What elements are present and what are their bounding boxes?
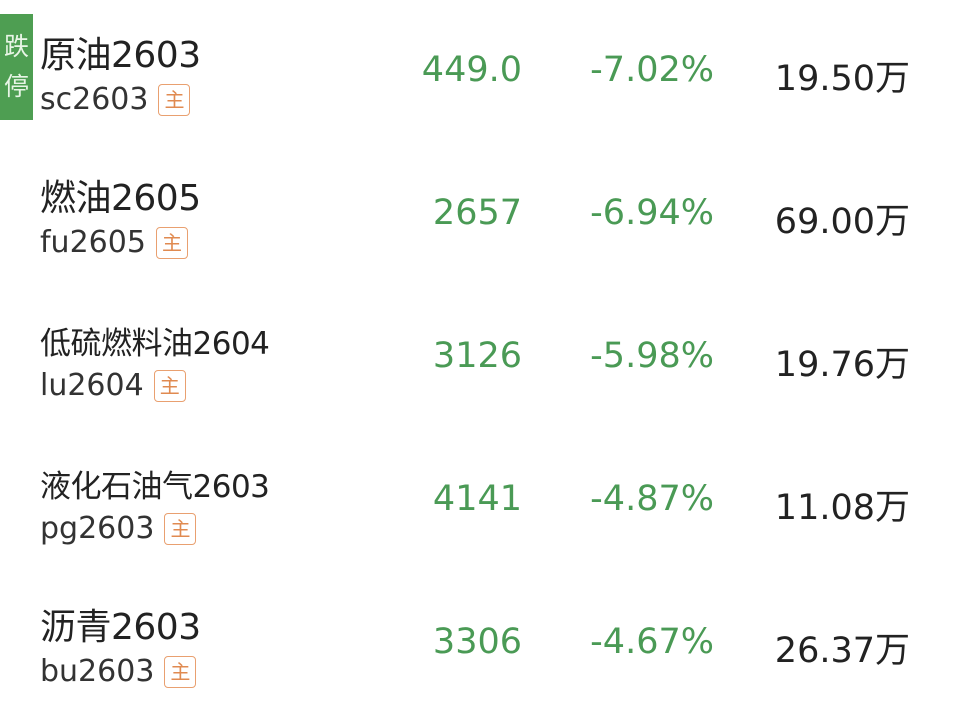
limit-down-badge: 跌停 bbox=[0, 14, 33, 120]
contract-code-group: fu2605 主 bbox=[40, 225, 188, 260]
contract-code: pg2603 bbox=[40, 511, 155, 546]
contract-code-group: lu2604 主 bbox=[40, 368, 186, 403]
change-percent: -5.98% bbox=[590, 336, 714, 376]
contract-code: sc2603 bbox=[40, 82, 149, 117]
last-price: 449.0 bbox=[421, 50, 522, 90]
futures-row[interactable]: 液化石油气2603 pg2603 主 4141 -4.87% 11.08万 bbox=[0, 429, 960, 572]
contract-name: 沥青2603 bbox=[40, 607, 201, 648]
volume: 19.50万 bbox=[774, 59, 910, 99]
contract-name: 原油2603 bbox=[40, 35, 201, 76]
futures-row[interactable]: 燃油2605 fu2605 主 2657 -6.94% 69.00万 bbox=[0, 143, 960, 286]
contract-name: 燃油2605 bbox=[40, 178, 201, 219]
main-contract-tag: 主 bbox=[155, 226, 188, 259]
contract-code-group: sc2603 主 bbox=[40, 82, 191, 117]
volume: 11.08万 bbox=[774, 488, 910, 528]
futures-row[interactable]: 沥青2603 bu2603 主 3306 -4.67% 26.37万 bbox=[0, 572, 960, 715]
change-percent: -4.87% bbox=[590, 479, 714, 519]
volume: 26.37万 bbox=[774, 631, 910, 671]
change-percent: -7.02% bbox=[590, 50, 714, 90]
main-contract-tag: 主 bbox=[164, 655, 197, 688]
change-percent: -4.67% bbox=[590, 622, 714, 662]
volume: 19.76万 bbox=[774, 345, 910, 385]
main-contract-tag: 主 bbox=[158, 83, 191, 116]
main-contract-tag: 主 bbox=[164, 512, 197, 545]
contract-code: fu2605 bbox=[40, 225, 146, 260]
last-price: 2657 bbox=[432, 193, 522, 233]
main-contract-tag: 主 bbox=[153, 369, 186, 402]
last-price: 3126 bbox=[432, 336, 522, 376]
contract-code: lu2604 bbox=[40, 368, 144, 403]
last-price: 3306 bbox=[432, 622, 522, 662]
contract-name: 液化石油气2603 bbox=[40, 469, 270, 505]
volume: 69.00万 bbox=[774, 202, 910, 242]
contract-code-group: bu2603 主 bbox=[40, 654, 197, 689]
futures-row[interactable]: 跌停 原油2603 sc2603 主 449.0 -7.02% 19.50万 bbox=[0, 0, 960, 143]
contract-code: bu2603 bbox=[40, 654, 155, 689]
contract-name: 低硫燃料油2604 bbox=[40, 326, 270, 362]
last-price: 4141 bbox=[432, 479, 522, 519]
contract-code-group: pg2603 主 bbox=[40, 511, 197, 546]
change-percent: -6.94% bbox=[590, 193, 714, 233]
futures-row[interactable]: 低硫燃料油2604 lu2604 主 3126 -5.98% 19.76万 bbox=[0, 286, 960, 429]
